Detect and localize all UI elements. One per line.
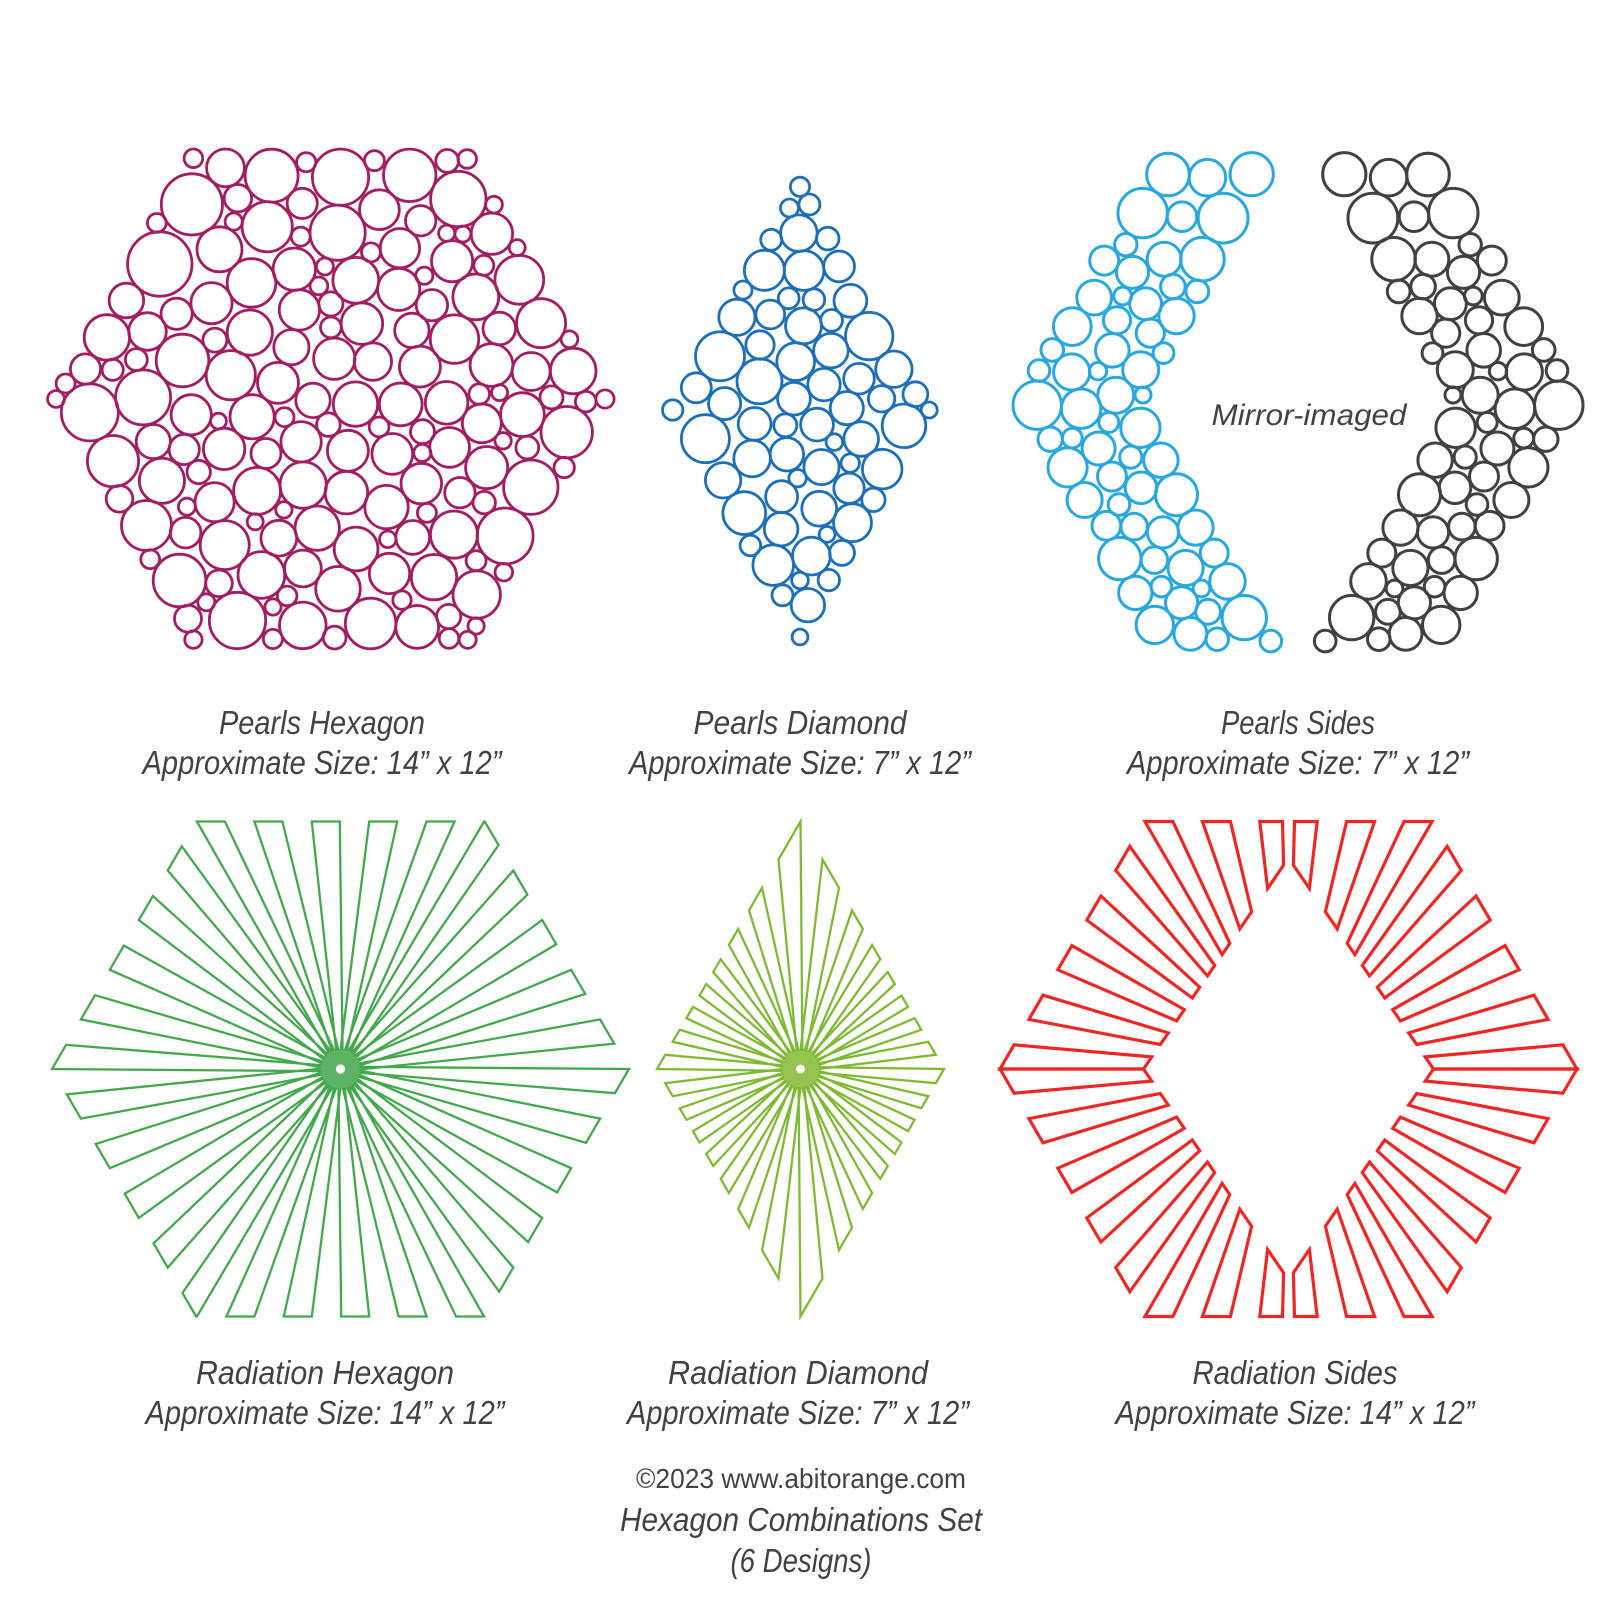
svg-text:Approximate Size: 14” x 12”: Approximate Size: 14” x 12” — [141, 744, 504, 781]
svg-text:Mirror-imaged: Mirror-imaged — [1212, 399, 1408, 432]
svg-text:Pearls Diamond: Pearls Diamond — [694, 704, 908, 741]
svg-text:Approximate Size: 7” x 12”: Approximate Size: 7” x 12” — [625, 1394, 971, 1431]
svg-text:Pearls Hexagon: Pearls Hexagon — [219, 704, 425, 741]
svg-text:©2023 www.abitorange.com: ©2023 www.abitorange.com — [636, 1463, 966, 1494]
svg-text:Radiation Hexagon: Radiation Hexagon — [196, 1354, 454, 1391]
svg-text:Pearls Sides: Pearls Sides — [1221, 704, 1375, 741]
svg-text:Approximate Size: 14” x 12”: Approximate Size: 14” x 12” — [144, 1394, 507, 1431]
svg-text:Approximate Size: 14” x 12”: Approximate Size: 14” x 12” — [1114, 1394, 1477, 1431]
svg-text:Radiation Diamond: Radiation Diamond — [668, 1354, 930, 1391]
svg-text:Hexagon Combinations Set: Hexagon Combinations Set — [620, 1501, 984, 1538]
svg-text:Approximate Size: 7” x 12”: Approximate Size: 7” x 12” — [627, 744, 973, 781]
svg-text:Radiation Sides: Radiation Sides — [1193, 1354, 1398, 1391]
svg-text:Approximate Size: 7” x 12”: Approximate Size: 7” x 12” — [1125, 744, 1471, 781]
svg-text:(6 Designs): (6 Designs) — [731, 1542, 872, 1579]
